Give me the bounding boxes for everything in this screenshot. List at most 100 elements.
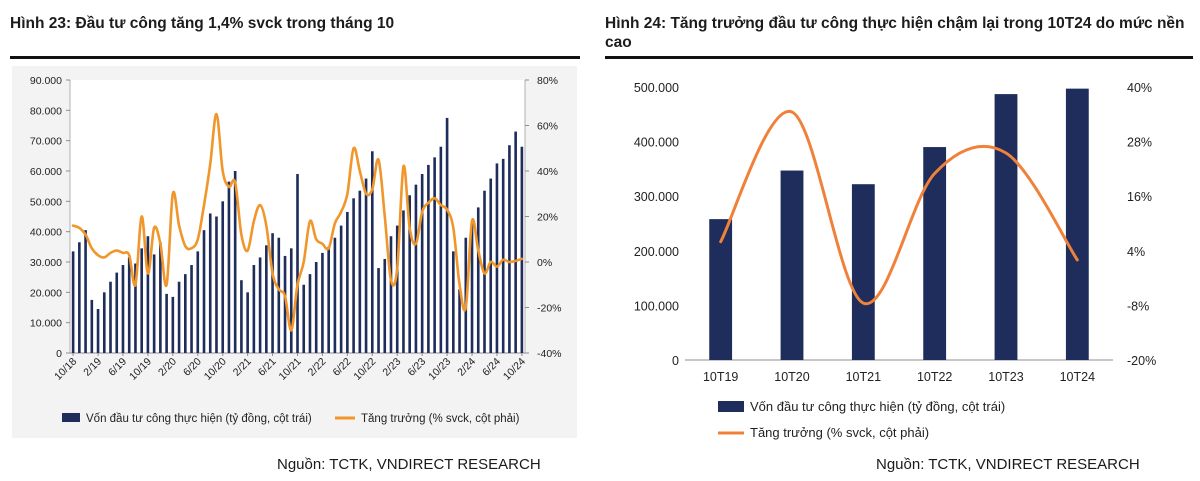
- figure-23-title: Hình 23: Đầu tư công tăng 1,4% svck tron…: [10, 15, 395, 32]
- x-tick-label: 10T23: [988, 370, 1023, 384]
- figure-23-chart: 0 10.000 20.000 30.000 40.000 50.000 60.000 70.…: [12, 66, 577, 438]
- legend-bar-swatch: [718, 401, 744, 412]
- bar-7/20: [202, 230, 206, 353]
- y-right-tick-label: -20%: [1127, 354, 1156, 368]
- bar-11/21: [302, 284, 306, 353]
- legend-bar-label: Vốn đầu tư công thực hiện (tỷ đồng, cột …: [750, 399, 1005, 414]
- bar-4/21: [258, 257, 262, 353]
- bar-1/20: [165, 293, 168, 353]
- bar-3/19: [102, 292, 106, 353]
- y-right-tick-label: -8%: [1127, 299, 1149, 313]
- bar-3/20: [177, 281, 181, 353]
- bar-10T21: [851, 184, 875, 360]
- bar-7/22: [352, 198, 355, 353]
- bar-9/19: [140, 248, 143, 353]
- bar-4/20: [184, 274, 187, 353]
- bar-2/24: [470, 221, 474, 353]
- bar-6/19: [121, 265, 125, 353]
- bar-11/18: [78, 242, 81, 353]
- x-tick-label: 10T21: [846, 370, 881, 384]
- y-left-tick-label: 20.000: [30, 287, 62, 299]
- bar-7/19: [127, 257, 131, 353]
- bar-2/22: [321, 252, 324, 353]
- bar-8/19: [134, 263, 137, 353]
- bar-11/20: [227, 181, 231, 353]
- y-right-tick-label: 80%: [537, 75, 558, 87]
- bar-10/19: [146, 236, 150, 353]
- bar-11/22: [377, 268, 380, 353]
- bar-1/21: [240, 280, 243, 353]
- bar-8/22: [358, 190, 362, 353]
- legend-bar-swatch: [62, 413, 80, 422]
- bar-12/23: [458, 289, 461, 353]
- bar-12/21: [308, 274, 312, 353]
- y-left-tick-label: 10.000: [30, 318, 62, 330]
- bar-12/22: [383, 258, 387, 353]
- y-right-tick-label: 20%: [537, 212, 558, 224]
- y-left-tick-label: 300.000: [634, 190, 679, 204]
- figure-24-source: Nguồn: TCTK, VNDIRECT RESEARCH: [876, 456, 1140, 473]
- y-right-tick-label: 40%: [1127, 81, 1152, 95]
- x-tick-label: 10T19: [703, 370, 738, 384]
- growth-line: [71, 112, 524, 332]
- bar-10T19: [709, 219, 733, 360]
- y-right-tick-label: 16%: [1127, 190, 1152, 204]
- bar-2/21: [246, 292, 249, 353]
- bar-2/23: [395, 225, 399, 353]
- bar-9/22: [364, 178, 368, 353]
- bar-10T24: [1065, 88, 1089, 360]
- figure-23-panel: Hình 23: Đầu tư công tăng 1,4% svck tron…: [0, 0, 590, 481]
- bar-3/21: [252, 265, 256, 353]
- y-right-tick-label: -20%: [537, 303, 562, 315]
- bar-12/19: [159, 242, 162, 353]
- x-tick-label: 10T24: [1060, 370, 1095, 384]
- bar-10/24: [520, 146, 524, 353]
- bar-7/23: [427, 164, 430, 353]
- legend: Vốn đầu tư công thực hiện (tỷ đồng, cột …: [62, 413, 520, 425]
- bar-6/21: [271, 233, 274, 353]
- bar-10/21: [296, 174, 299, 353]
- y-left-tick-label: 200.000: [634, 245, 679, 259]
- bar-1/19: [90, 299, 94, 353]
- bar-9/23: [439, 146, 443, 353]
- bar-5/23: [414, 184, 418, 353]
- bar-12/20: [233, 171, 237, 353]
- bar-10T20: [780, 170, 804, 360]
- y-left-tick-label: 40.000: [30, 227, 62, 239]
- legend-bar-label: Vốn đầu tư công thực hiện (tỷ đồng, cột …: [86, 413, 312, 425]
- y-right-tick-label: 0%: [537, 257, 552, 269]
- y-left-tick-label: 90.000: [30, 75, 62, 87]
- figure-23-title-rule: [10, 56, 580, 59]
- bar-8/24: [508, 145, 511, 353]
- y-left-tick-label: 500.000: [634, 81, 679, 95]
- legend: Vốn đầu tư công thực hiện (tỷ đồng, cột …: [718, 399, 1005, 440]
- bar-5/24: [489, 178, 493, 353]
- bar-6/23: [420, 174, 424, 353]
- y-left-tick-label: 100.000: [634, 299, 679, 313]
- bar-4/23: [408, 195, 411, 353]
- y-right-tick-label: 40%: [537, 166, 558, 178]
- growth-line: [719, 110, 1079, 305]
- figure-24-title: Hình 24: Tăng trưởng đầu tư công thực hi…: [605, 15, 1185, 51]
- bar-8/20: [208, 213, 212, 353]
- bar-5/22: [339, 225, 343, 353]
- bar-11/23: [452, 251, 455, 353]
- bar-3/23: [402, 210, 405, 353]
- y-right-tick-label: 28%: [1127, 136, 1152, 150]
- bar-10/22: [370, 151, 374, 353]
- legend-line-label: Tăng trưởng (% svck, cột phải): [361, 413, 520, 425]
- bar-10/18: [71, 251, 75, 353]
- bar-2/20: [171, 296, 175, 353]
- figure-24-chart: 0 100.000 200.000 300.000 400.000 500.000 -20%…: [634, 81, 1156, 440]
- y-left-tick-label: 0: [56, 348, 62, 360]
- bar-1/23: [389, 236, 393, 353]
- y-left-tick-label: 400.000: [634, 136, 679, 150]
- bar-12/18: [84, 230, 87, 353]
- bar-3/22: [327, 246, 330, 353]
- x-tick-label: 10T20: [774, 370, 809, 384]
- bar-9/24: [514, 131, 517, 353]
- bar-9/20: [215, 216, 218, 353]
- bar-10T22: [923, 147, 947, 360]
- bar-3/24: [476, 207, 480, 353]
- y-right-tick-label: 4%: [1127, 245, 1145, 259]
